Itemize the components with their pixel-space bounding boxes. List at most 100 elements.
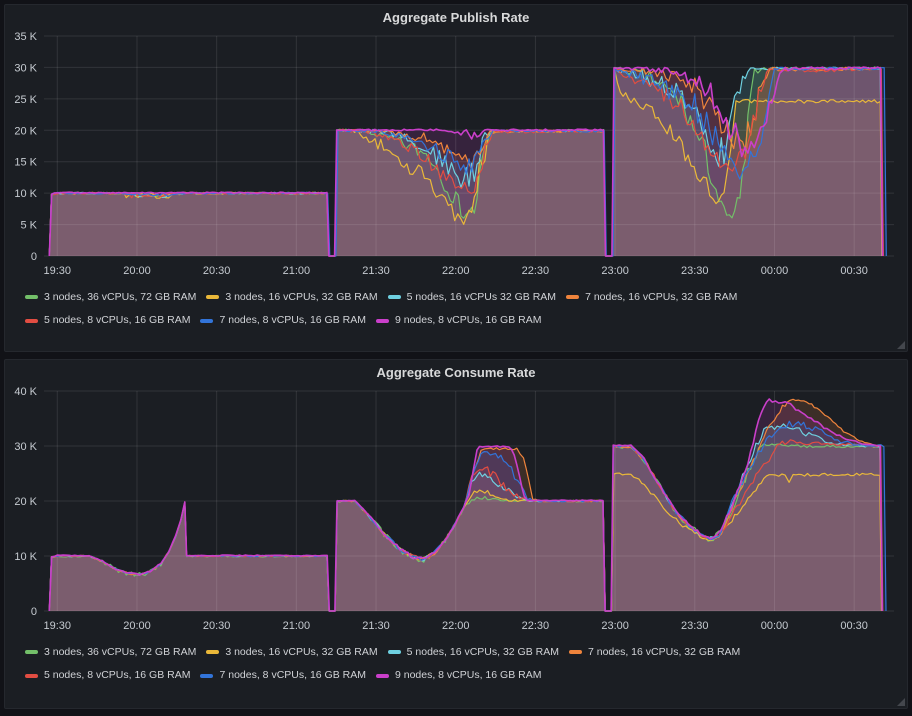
x-tick-label: 22:00 [442, 620, 470, 632]
legend-label: 9 nodes, 8 vCPUs, 16 GB RAM [394, 669, 542, 681]
y-tick-label: 30 K [14, 441, 37, 453]
legend-item[interactable]: 3 nodes, 16 vCPUs, 32 GB RAM [206, 641, 378, 664]
x-tick-label: 19:30 [44, 265, 72, 277]
x-tick-label: 22:30 [522, 620, 550, 632]
x-tick-label: 21:30 [362, 620, 390, 632]
legend-item[interactable]: 9 nodes, 8 vCPUs, 16 GB RAM [375, 664, 542, 687]
legend-label: 5 nodes, 16 vCPUs 32 GB RAM [406, 290, 557, 303]
publish-rate-chart[interactable]: 0 5 K 10 K 15 K 20 K 25 K 30 K 35 K 19:30 20:00 20… [8, 30, 904, 282]
publish-legend: 3 nodes, 36 vCPUs, 72 GB RAM 3 nodes, 16 … [5, 282, 907, 332]
y-tick-label: 15 K [14, 157, 37, 169]
series-line [48, 66, 884, 257]
legend-color-icon [206, 650, 220, 654]
series-fills [49, 67, 887, 256]
legend-label: 3 nodes, 16 vCPUs, 32 GB RAM [225, 645, 378, 658]
legend-label: 7 nodes, 16 vCPUs, 32 GB RAM [585, 290, 738, 303]
x-tick-label: 00:30 [840, 265, 868, 277]
panel-aggregate-publish-rate: Aggregate Publish Rate 0 5 K 10 K 15 K 20 K 2… [4, 4, 908, 352]
x-tick-label: 00:30 [840, 620, 868, 632]
x-tick-label: 21:00 [283, 620, 311, 632]
series-fill [49, 423, 883, 611]
x-tick-label: 23:00 [601, 620, 629, 632]
publish-panel-title[interactable]: Aggregate Publish Rate [5, 5, 907, 30]
legend-item[interactable]: 3 nodes, 36 vCPUs, 72 GB RAM [25, 286, 196, 309]
series-line [48, 398, 884, 612]
x-tick-label: 21:00 [283, 265, 311, 277]
x-tick-label: 21:30 [362, 265, 390, 277]
legend-item[interactable]: 7 nodes, 8 vCPUs, 16 GB RAM [200, 664, 366, 687]
panel-resize-handle[interactable] [897, 341, 905, 349]
x-tick-label: 19:30 [44, 620, 72, 632]
legend-color-icon [375, 318, 389, 323]
y-tick-label: 10 K [14, 188, 37, 200]
legend-color-icon [387, 650, 401, 654]
series-fill [49, 473, 882, 611]
legend-item[interactable]: 7 nodes, 8 vCPUs, 16 GB RAM [200, 309, 366, 332]
series-fill [49, 69, 882, 256]
series-fill [49, 421, 887, 611]
y-tick-label: 0 [31, 251, 37, 263]
y-tick-label: 30 K [14, 62, 37, 74]
y-tick-label: 40 K [14, 386, 37, 398]
legend-item[interactable]: 5 nodes, 8 vCPUs, 16 GB RAM [25, 664, 190, 687]
legend-color-icon [206, 295, 220, 299]
legend-color-icon [200, 318, 214, 323]
series-fill [49, 67, 883, 256]
series-fill [49, 67, 883, 256]
x-tick-label: 20:30 [203, 265, 231, 277]
legend-label: 5 nodes, 8 vCPUs, 16 GB RAM [44, 669, 191, 681]
x-tick-label: 22:00 [442, 265, 470, 277]
series-fill [49, 67, 884, 256]
legend-color-icon [25, 673, 38, 678]
legend-label: 7 nodes, 8 vCPUs, 16 GB RAM [219, 669, 366, 681]
series-fill [49, 67, 883, 256]
x-tick-label: 22:30 [522, 265, 550, 277]
x-tick-label: 23:00 [601, 265, 629, 277]
panel-title-text: Aggregate Consume Rate [376, 365, 536, 380]
x-tick-label: 20:00 [123, 620, 151, 632]
legend-label: 7 nodes, 8 vCPUs, 16 GB RAM [219, 314, 366, 326]
x-tick-label: 00:00 [761, 265, 789, 277]
panel-resize-handle[interactable] [897, 698, 905, 706]
legend-label: 3 nodes, 16 vCPUs, 32 GB RAM [225, 290, 378, 303]
legend-item[interactable]: 3 nodes, 16 vCPUs, 32 GB RAM [206, 286, 378, 309]
y-tick-label: 20 K [14, 125, 37, 137]
y-tick-label: 0 [31, 606, 37, 618]
legend-color-icon [566, 295, 580, 299]
legend-label: 3 nodes, 36 vCPUs, 72 GB RAM [44, 645, 197, 658]
legend-item[interactable]: 5 nodes, 16 vCPUs 32 GB RAM [387, 286, 557, 309]
legend-color-icon [25, 318, 38, 323]
series-fill [49, 67, 887, 256]
legend-label: 3 nodes, 36 vCPUs, 72 GB RAM [44, 290, 197, 303]
panel-aggregate-consume-rate: Aggregate Consume Rate 0 10 K 20 K 30 K 40 K… [4, 359, 908, 709]
legend-label: 9 nodes, 8 vCPUs, 16 GB RAM [394, 314, 542, 326]
publish-chart-area: 0 5 K 10 K 15 K 20 K 25 K 30 K 35 K 19:30 20:00 20… [5, 30, 907, 282]
legend-item[interactable]: 5 nodes, 8 vCPUs, 16 GB RAM [25, 309, 190, 332]
series-fill [49, 443, 882, 611]
series-lines [48, 66, 887, 257]
legend-item[interactable]: 7 nodes, 16 vCPUs, 32 GB RAM [568, 641, 740, 664]
axis-labels: 0 10 K 20 K 30 K 40 K 19:30 20:00 20:30 21:00 21:… [14, 386, 868, 632]
legend-color-icon [387, 295, 401, 299]
consume-rate-chart[interactable]: 0 10 K 20 K 30 K 40 K 19:30 20:00 20:30 21:00 21:… [8, 385, 904, 637]
x-tick-label: 20:00 [123, 265, 151, 277]
series-lines [48, 398, 887, 612]
legend-item[interactable]: 9 nodes, 8 vCPUs, 16 GB RAM [375, 309, 542, 332]
y-tick-label: 25 K [14, 94, 37, 106]
legend-label: 5 nodes, 16 vCPUs, 32 GB RAM [406, 645, 559, 658]
consume-chart-area: 0 10 K 20 K 30 K 40 K 19:30 20:00 20:30 21:00 21:… [5, 385, 907, 637]
x-tick-label: 00:00 [761, 620, 789, 632]
consume-legend: 3 nodes, 36 vCPUs, 72 GB RAM 3 nodes, 16 … [5, 637, 907, 687]
consume-panel-title[interactable]: Aggregate Consume Rate [5, 360, 907, 385]
y-tick-label: 35 K [14, 31, 37, 43]
y-tick-label: 10 K [14, 551, 37, 563]
legend-color-icon [568, 650, 582, 654]
legend-color-icon [25, 650, 38, 654]
grid-lines [44, 35, 894, 257]
x-tick-label: 23:30 [681, 620, 709, 632]
legend-item[interactable]: 7 nodes, 16 vCPUs, 32 GB RAM [566, 286, 737, 309]
legend-item[interactable]: 3 nodes, 36 vCPUs, 72 GB RAM [25, 641, 196, 664]
x-tick-label: 23:30 [681, 265, 709, 277]
series-fills [49, 399, 887, 611]
legend-item[interactable]: 5 nodes, 16 vCPUs, 32 GB RAM [387, 641, 559, 664]
